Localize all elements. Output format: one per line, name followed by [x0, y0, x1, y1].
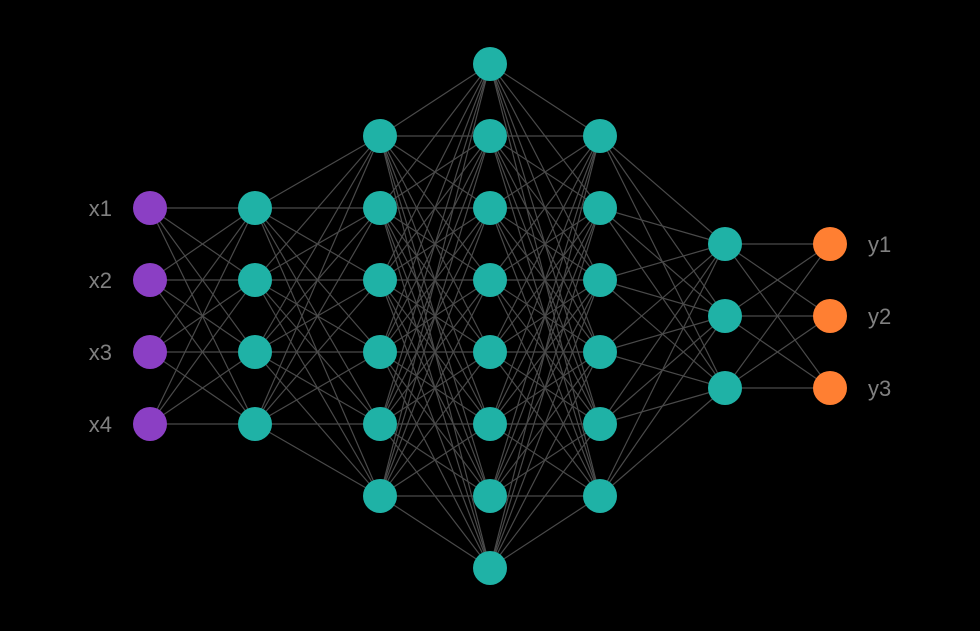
- edge: [255, 136, 380, 208]
- neural-network-diagram: x1 x2 x3 x4 y1 y2 y3: [0, 0, 980, 631]
- hidden-node: [473, 335, 507, 369]
- output-node: [813, 299, 847, 333]
- output-node: [813, 227, 847, 261]
- hidden-node: [238, 263, 272, 297]
- hidden-node: [473, 191, 507, 225]
- edge: [490, 64, 600, 136]
- input-label: x3: [89, 340, 112, 365]
- edge: [380, 496, 490, 568]
- edge: [600, 244, 725, 424]
- edge: [600, 136, 725, 244]
- input-node: [133, 263, 167, 297]
- input-node: [133, 335, 167, 369]
- output-label: y1: [868, 232, 891, 257]
- input-label: x2: [89, 268, 112, 293]
- edge: [380, 64, 490, 424]
- edge: [380, 64, 490, 280]
- hidden-node: [583, 191, 617, 225]
- hidden-node: [363, 479, 397, 513]
- edge: [600, 316, 725, 496]
- hidden-node: [583, 479, 617, 513]
- edge: [600, 208, 725, 244]
- hidden-node: [473, 119, 507, 153]
- edge: [490, 496, 600, 568]
- nodes-group: [133, 47, 847, 585]
- input-node: [133, 407, 167, 441]
- hidden-node: [583, 263, 617, 297]
- edge: [600, 388, 725, 496]
- hidden-node: [238, 191, 272, 225]
- input-label: x1: [89, 196, 112, 221]
- edge: [600, 244, 725, 352]
- hidden-node: [583, 407, 617, 441]
- edge: [380, 64, 490, 136]
- output-node: [813, 371, 847, 405]
- hidden-node: [583, 335, 617, 369]
- hidden-node: [708, 371, 742, 405]
- hidden-node: [473, 263, 507, 297]
- hidden-node: [473, 407, 507, 441]
- output-label: y2: [868, 304, 891, 329]
- hidden-node: [363, 407, 397, 441]
- hidden-node: [473, 47, 507, 81]
- hidden-node: [363, 263, 397, 297]
- hidden-node: [473, 551, 507, 585]
- hidden-node: [583, 119, 617, 153]
- hidden-node: [363, 191, 397, 225]
- edge: [600, 244, 725, 496]
- output-label: y3: [868, 376, 891, 401]
- hidden-node: [363, 335, 397, 369]
- hidden-node: [238, 335, 272, 369]
- hidden-node: [708, 227, 742, 261]
- hidden-node: [473, 479, 507, 513]
- input-node: [133, 191, 167, 225]
- hidden-node: [708, 299, 742, 333]
- input-label: x4: [89, 412, 112, 437]
- edge: [600, 244, 725, 280]
- hidden-node: [238, 407, 272, 441]
- hidden-node: [363, 119, 397, 153]
- edge: [490, 352, 600, 568]
- edge: [255, 424, 380, 496]
- edge: [490, 208, 600, 568]
- edge: [255, 136, 380, 352]
